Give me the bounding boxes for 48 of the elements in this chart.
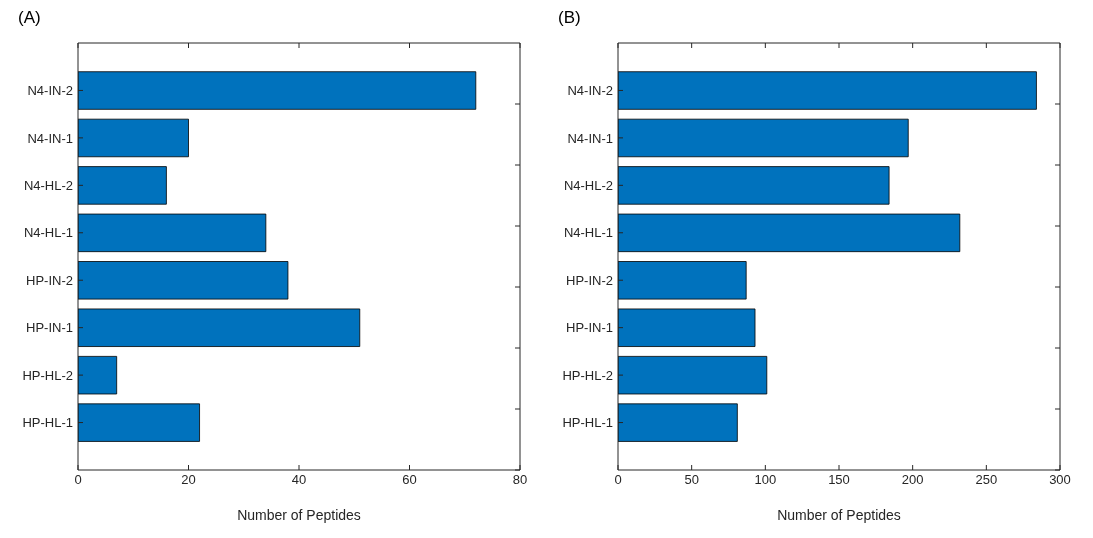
bar [618, 308, 756, 347]
y-tick-label: N4-HL-2 [563, 177, 613, 193]
y-tick-label: N4-HL-2 [23, 177, 73, 193]
bar [618, 166, 890, 205]
x-tick-label: 80 [512, 472, 528, 488]
bar [78, 213, 267, 253]
y-tick-label: HP-HL-2 [22, 367, 73, 383]
x-tick-label: 0 [614, 472, 622, 488]
bar [618, 118, 909, 158]
bar [78, 403, 200, 442]
x-tick-label: 20 [181, 472, 196, 488]
x-tick-label: 200 [901, 472, 924, 488]
y-tick-label: N4-IN-2 [27, 83, 73, 99]
chart-title: (B) [558, 8, 581, 28]
y-tick-label: N4-HL-1 [23, 225, 73, 241]
y-tick-label: N4-IN-1 [567, 130, 613, 146]
y-tick-label: HP-IN-2 [26, 272, 73, 288]
bar [78, 166, 167, 205]
y-tick-label: HP-IN-1 [566, 320, 613, 336]
bar [78, 261, 289, 300]
x-tick-label: 150 [828, 472, 850, 488]
y-tick-label: HP-IN-2 [566, 272, 613, 288]
bar [78, 308, 361, 347]
y-tick-label: N4-HL-1 [563, 225, 613, 241]
y-tick-label: N4-IN-2 [567, 83, 613, 99]
x-tick-label: 250 [975, 472, 998, 488]
bar [618, 261, 747, 300]
x-tick-label: 60 [402, 472, 417, 488]
bar [618, 213, 961, 253]
x-axis-title: Number of Peptides [237, 507, 361, 523]
bar [78, 355, 118, 395]
x-tick-label: 0 [74, 472, 82, 488]
x-tick-label: 100 [754, 472, 777, 488]
bar [78, 118, 189, 158]
x-axis-title: Number of Peptides [777, 507, 901, 523]
bar [618, 355, 768, 395]
bar [618, 403, 738, 442]
bar [618, 71, 1037, 110]
y-tick-label: N4-IN-1 [27, 130, 73, 146]
chart-title: (A) [18, 8, 41, 28]
y-tick-label: HP-HL-1 [562, 415, 613, 431]
bar [78, 71, 477, 110]
y-tick-label: HP-HL-2 [562, 367, 613, 383]
x-tick-label: 300 [1049, 472, 1071, 488]
x-tick-label: 40 [291, 472, 307, 488]
y-tick-label: HP-HL-1 [22, 415, 73, 431]
x-tick-label: 50 [684, 472, 699, 488]
y-tick-label: HP-IN-1 [26, 320, 73, 336]
